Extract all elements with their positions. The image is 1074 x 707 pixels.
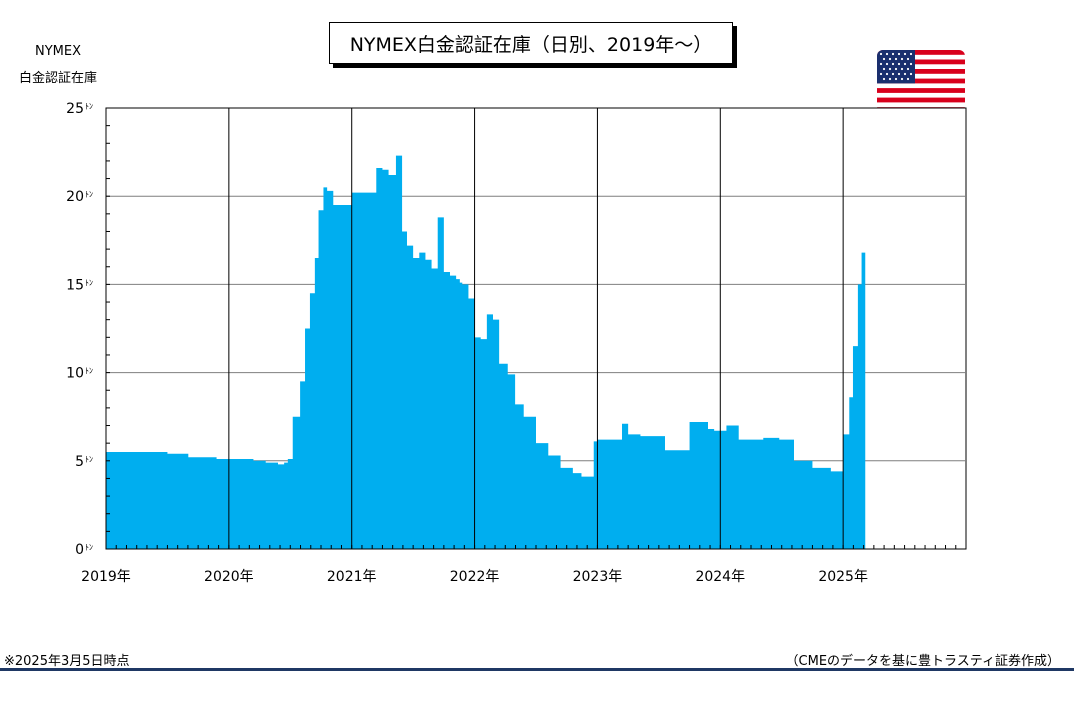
x-tick-label: 2021年 bbox=[327, 569, 377, 585]
y-tick-unit: ﾄﾝ bbox=[85, 543, 93, 552]
x-tick-label: 2019年 bbox=[81, 569, 131, 585]
y-tick-label: 0 bbox=[75, 542, 84, 558]
y-tick-unit: ﾄﾝ bbox=[85, 190, 93, 199]
y-axis-title-line-1: NYMEX bbox=[34, 44, 81, 59]
as-of-note: ※2025年3月5日時点 bbox=[4, 654, 130, 669]
y-tick-label: 5 bbox=[75, 454, 84, 470]
us-flag-icon bbox=[877, 50, 965, 125]
x-tick-label: 2025年 bbox=[818, 569, 868, 585]
y-tick-label: 20 bbox=[66, 189, 84, 205]
x-tick-label: 2020年 bbox=[204, 569, 254, 585]
x-tick-label: 2022年 bbox=[450, 569, 500, 585]
source-note: （CMEのデータを基に豊トラスティ証券作成） bbox=[785, 654, 1060, 669]
y-axis-title-line-2: 白金認証在庫 bbox=[18, 71, 97, 86]
stock-area-series bbox=[106, 155, 866, 550]
y-tick-label: 10 bbox=[66, 366, 84, 382]
y-tick-unit: ﾄﾝ bbox=[85, 367, 93, 376]
vertical-gridlines bbox=[228, 108, 844, 549]
x-axis-ticks: 2019年 2020年 2021年 2022年 2023年 2024年 2025年 bbox=[81, 545, 967, 585]
y-axis-title: NYMEX 白金認証在庫 bbox=[0, 38, 116, 92]
chart-title: NYMEX白金認証在庫（日別、2019年～） bbox=[329, 22, 733, 64]
x-tick-label: 2024年 bbox=[695, 569, 745, 585]
y-tick-unit: ﾄﾝ bbox=[85, 455, 93, 464]
x-tick-label: 2023年 bbox=[573, 569, 623, 585]
y-tick-label: 25 bbox=[66, 101, 84, 117]
y-tick-unit: ﾄﾝ bbox=[85, 278, 93, 287]
y-tick-label: 15 bbox=[66, 277, 84, 293]
y-tick-unit: ﾄﾝ bbox=[85, 102, 93, 111]
bottom-rule bbox=[0, 668, 1074, 671]
